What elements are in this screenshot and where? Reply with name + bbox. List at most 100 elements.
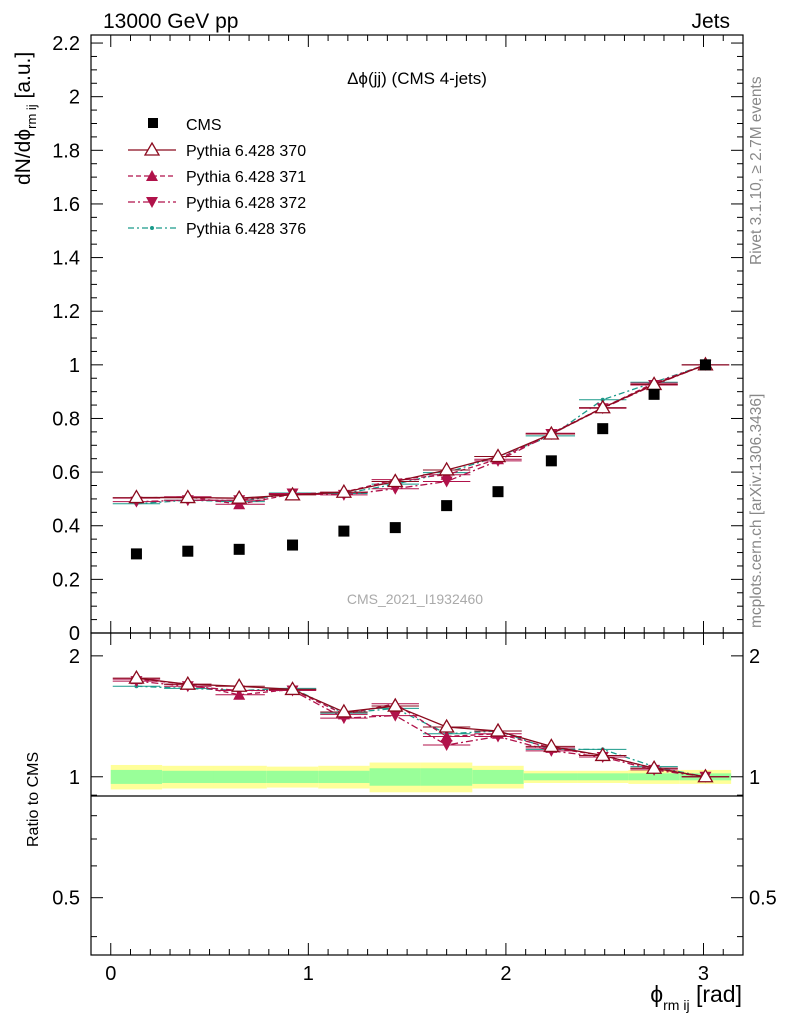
- lower-ylabel: Ratio to CMS: [25, 752, 42, 847]
- band-inner: [318, 770, 370, 783]
- upper-axis-ticks: 0 0.2 0.4 0.6 0.8 1 1.2 1.4 1.6 1.8 2 2.2: [52, 33, 744, 645]
- cms-point: [648, 388, 660, 400]
- upper-y-tick-label: 1.6: [52, 194, 80, 216]
- upper-point-0: [489, 448, 507, 463]
- cms-point: [182, 545, 194, 557]
- lower-y-tick-label-right: 1: [749, 767, 760, 789]
- band-inner: [577, 773, 629, 781]
- upper-y-tick-label: 2: [69, 87, 80, 109]
- upper-point-0: [231, 489, 248, 504]
- cms-point: [597, 423, 609, 435]
- cms-point: [545, 455, 557, 467]
- band-inner: [369, 768, 421, 786]
- chart-title: Δϕ(jj) (CMS 4-jets): [347, 69, 487, 88]
- lower-point-0: [387, 697, 404, 712]
- lower-point-0: [489, 722, 507, 737]
- upper-y-tick-label: 0.2: [52, 569, 80, 591]
- upper-line-2: [136, 364, 706, 503]
- upper-point-0: [438, 461, 455, 476]
- legend-entry-371: Pythia 6.428 371: [128, 169, 306, 186]
- lower-point-0: [231, 677, 248, 692]
- upper-line-3: [136, 364, 706, 505]
- band-inner: [420, 768, 473, 786]
- upper-point-0: [543, 425, 560, 440]
- upper-y-tick-label: 1: [69, 355, 80, 377]
- lower-point-0: [179, 675, 196, 690]
- upper-point-0: [387, 473, 404, 488]
- upper-y-tick-label: 0.8: [52, 408, 80, 430]
- legend-label-376: Pythia 6.428 376: [186, 221, 306, 238]
- upper-y-tick-label: 1.4: [52, 248, 80, 270]
- header-left: 13000 GeV pp: [103, 10, 238, 33]
- upper-ylabel: dN/dϕrm ij [a.u.]: [12, 52, 39, 185]
- lower-y-tick-label-right: 0.5: [749, 888, 777, 910]
- band-inner: [628, 773, 680, 781]
- cms-point: [699, 359, 711, 371]
- upper-y-tick-label: 2.2: [52, 33, 80, 55]
- legend-label-cms: CMS: [186, 117, 222, 134]
- upper-y-tick-label: 0.4: [52, 516, 80, 538]
- legend-marker-372: [146, 197, 158, 208]
- lower-y-tick-label: 1: [69, 767, 80, 789]
- cms-point: [441, 500, 453, 512]
- lower-panel-frame: [90, 632, 744, 956]
- band-inner: [162, 770, 214, 783]
- upper-line-0: [136, 364, 706, 499]
- lower-point-2: [440, 739, 453, 751]
- legend-entry-370: Pythia 6.428 370: [128, 141, 306, 160]
- band-inner: [213, 770, 267, 783]
- band-inner: [110, 769, 163, 784]
- lower-point-1: [233, 688, 246, 700]
- lower-point-0: [594, 747, 611, 762]
- lower-point-0: [438, 718, 455, 733]
- lower-point-0: [543, 738, 560, 753]
- lower-y-tick-label: 0.5: [52, 888, 80, 910]
- lower-line-2: [136, 680, 706, 778]
- header-right: Jets: [691, 10, 730, 33]
- lower-point-0: [697, 768, 714, 783]
- lower-y-tick-label-right: 2: [749, 646, 760, 668]
- band-inner: [523, 773, 578, 781]
- lower-point-0: [645, 759, 663, 774]
- cms-point: [492, 486, 504, 498]
- legend-marker-376: [150, 226, 154, 230]
- upper-y-tick-label: 0: [69, 623, 80, 645]
- x-tick-label: 3: [698, 963, 709, 985]
- upper-y-tick-label: 0.6: [52, 462, 80, 484]
- legend-entry-cms: CMS: [148, 117, 222, 134]
- legend-marker-371: [146, 170, 158, 181]
- lower-point-0: [128, 669, 145, 684]
- x-tick-label: 1: [303, 963, 314, 985]
- lower-line-0: [136, 677, 706, 778]
- x-tick-label: 2: [500, 963, 511, 985]
- data-series: [112, 356, 730, 783]
- upper-y-tick-label: 1.8: [52, 140, 80, 162]
- lower-point-0: [335, 703, 353, 718]
- upper-point-0: [335, 483, 353, 498]
- legend-marker-cms: [148, 118, 158, 128]
- upper-point-0: [179, 489, 196, 504]
- cms-point: [130, 548, 142, 560]
- cms-point: [287, 539, 299, 551]
- rivet-label: Rivet 3.1.10, ≥ 2.7M events: [748, 76, 765, 265]
- lower-axis-ticks: 0.5 0.5 1 1 2 2 0 1 2 3: [52, 633, 777, 985]
- x-axis-label: ϕrm ij [rad]: [650, 981, 742, 1013]
- upper-point-1: [233, 498, 246, 510]
- lower-point-0: [284, 681, 301, 696]
- cms-point: [233, 543, 245, 555]
- band-inner: [472, 769, 524, 784]
- legend: CMS Pythia 6.428 370 Pythia 6.428 371 Py…: [128, 117, 306, 238]
- legend-entry-372: Pythia 6.428 372: [128, 195, 306, 212]
- lower-line-1: [136, 678, 706, 778]
- upper-y-tick-label: 1.2: [52, 301, 80, 323]
- upper-point-0: [284, 486, 301, 501]
- legend-label-370: Pythia 6.428 370: [186, 143, 306, 160]
- x-tick-label: 0: [105, 963, 116, 985]
- upper-series-group: [112, 356, 730, 510]
- cms-point: [338, 525, 350, 537]
- band-inner: [266, 770, 319, 783]
- analysis-watermark: CMS_2021_I1932460: [347, 591, 483, 607]
- lower-series-group: [112, 669, 730, 783]
